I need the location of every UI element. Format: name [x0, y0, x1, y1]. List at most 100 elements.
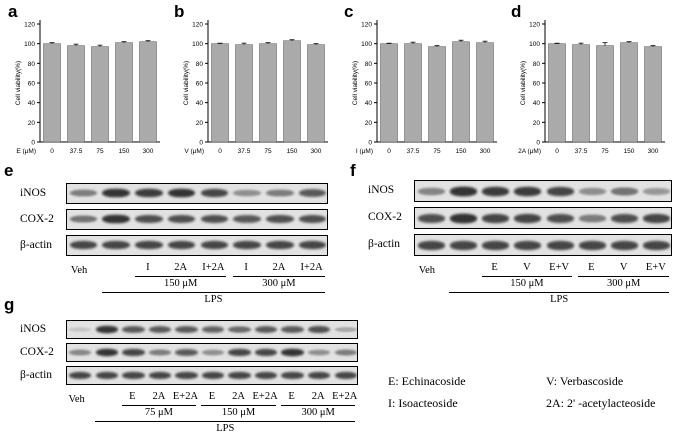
blot-band — [228, 326, 251, 333]
blot-band — [148, 371, 172, 380]
bar-b-75 — [259, 43, 277, 143]
bar-b-37.5 — [235, 44, 253, 143]
blot-row-label: β-actin — [368, 238, 401, 250]
blot-band — [482, 186, 510, 196]
blot-band — [201, 371, 225, 380]
blot-band — [175, 371, 198, 380]
blot-band — [102, 215, 130, 224]
bar-c-0 — [380, 43, 398, 143]
lane-label: I+2A — [300, 262, 323, 273]
group-underline — [281, 405, 356, 406]
bar-d-150 — [620, 42, 638, 143]
y-tick-label: 0 — [536, 140, 540, 147]
blot-band — [281, 371, 304, 380]
blot-band — [298, 189, 327, 198]
bar-b-300 — [307, 44, 325, 143]
blot-band — [482, 240, 510, 250]
lps-label: LPS — [216, 423, 235, 434]
lane-label: E+V — [549, 262, 570, 273]
bar-c-150 — [452, 41, 470, 143]
blot-band — [281, 325, 304, 334]
y-tick-label: 60 — [533, 81, 541, 88]
lane-label: 2A — [272, 262, 286, 273]
x-tick-label: 0 — [387, 148, 391, 155]
blot-strip — [66, 320, 358, 339]
blot-band — [266, 241, 294, 250]
blot-row-label: iNOS — [368, 184, 395, 196]
y-tick-label: 100 — [192, 41, 203, 48]
x-tick-label: 300 — [648, 148, 659, 155]
blot-row-label: iNOS — [20, 322, 47, 335]
blot-band — [417, 240, 445, 250]
y-tick-label: 60 — [28, 81, 36, 88]
bar-a-300 — [139, 41, 157, 143]
blot-band — [135, 241, 163, 250]
blot-strip — [66, 366, 358, 385]
y-tick-label: 120 — [24, 22, 35, 29]
lane-label: E+V — [645, 262, 666, 273]
panel-letter-a: a — [8, 2, 18, 21]
blot-band — [148, 349, 172, 356]
x-axis-label: I (μM) — [356, 148, 373, 155]
chart-d-svg: 0 20 40 60 80 100 120 Cell viability(%) 0 37.5 75 1… — [518, 20, 665, 155]
blot-row-label: COX-2 — [368, 211, 402, 223]
group-underline — [134, 276, 227, 277]
y-tick-label: 80 — [28, 61, 36, 68]
group-label: 300 μM — [606, 278, 641, 289]
lps-label: LPS — [204, 294, 223, 305]
y-tick-label: 20 — [28, 120, 36, 127]
lps-underline — [449, 292, 669, 293]
blot-band — [233, 215, 261, 224]
y-axis-label: Cell viability(%) — [15, 61, 22, 105]
lane-label: E+2A — [252, 391, 278, 402]
blot-row-label: β-actin — [20, 238, 53, 251]
lane-label: 2A — [232, 391, 245, 402]
blot-band — [334, 326, 357, 333]
x-tick-label: 0 — [218, 148, 222, 155]
y-tick-label: 120 — [361, 22, 372, 29]
group-underline — [481, 276, 573, 277]
blot-band — [281, 348, 304, 357]
lane-label: I — [146, 262, 150, 273]
lane-label-veh: Veh — [70, 265, 88, 276]
blot-band — [228, 371, 251, 380]
blot-panel-f: iNOS COX-2 β-actin Veh E V E+V E V E+V 150 μM 300 μ… — [362, 178, 682, 305]
y-tick-label: 40 — [365, 100, 373, 107]
lane-label: V — [619, 262, 628, 273]
x-tick-label: 75 — [96, 148, 104, 155]
y-axis-label: Cell viability(%) — [183, 61, 190, 105]
blot-row-label: iNOS — [20, 186, 47, 199]
blot-row-label: COX-2 — [20, 345, 54, 358]
blot-band — [233, 241, 261, 250]
blot-band — [449, 186, 477, 196]
blot-band — [417, 187, 445, 195]
x-axis-label: E (μM) — [16, 148, 36, 155]
blot-band — [167, 215, 196, 224]
blot-band — [482, 213, 510, 223]
panel-letter-b: b — [174, 2, 185, 21]
y-tick-label: 40 — [28, 100, 36, 107]
panel-letter-f: f — [350, 161, 356, 180]
lps-underline — [95, 421, 356, 422]
panel-letter-e: e — [4, 161, 14, 180]
blot-band — [122, 325, 145, 334]
panel-letter-c: c — [344, 2, 354, 21]
blot-band — [254, 325, 278, 334]
group-label: 300 μM — [262, 278, 296, 289]
blot-band — [514, 186, 542, 196]
x-tick-label: 300 — [311, 148, 322, 155]
bar-b-150 — [283, 40, 301, 143]
lane-label: E — [491, 262, 498, 273]
blot-band — [201, 349, 225, 356]
bar-a-75 — [91, 46, 109, 143]
x-axis-label: V (μM) — [184, 148, 204, 155]
x-tick-label: 300 — [480, 148, 491, 155]
panel-letter-g: g — [4, 295, 15, 314]
group-underline — [233, 276, 325, 277]
blot-band — [102, 241, 130, 250]
lane-label: V — [523, 262, 531, 273]
blot-band — [69, 215, 98, 224]
y-tick-label: 80 — [533, 61, 541, 68]
blot-band — [95, 348, 118, 357]
blot-band — [578, 240, 606, 250]
